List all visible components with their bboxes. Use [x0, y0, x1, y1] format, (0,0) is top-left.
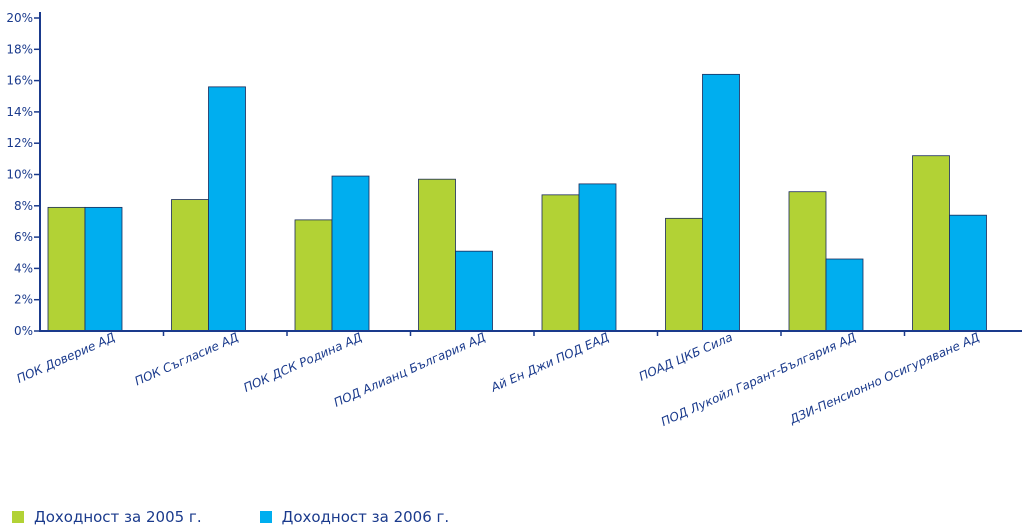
- y-tick-label: 4%: [14, 261, 33, 275]
- category-label: ПОД Лукойл Гарант-България АД: [659, 330, 858, 429]
- bars: [47, 73, 987, 336]
- bar-2006: [331, 175, 370, 332]
- legend-swatch-2006: [259, 511, 272, 523]
- bar-2005: [912, 155, 950, 332]
- bar-2006: [578, 183, 617, 332]
- bar-2005: [541, 194, 580, 332]
- y-tick-label: 0%: [14, 324, 33, 338]
- legend-swatch-2005: [12, 511, 24, 523]
- y-tick-label: 8%: [14, 199, 33, 213]
- category-label: ПОК Съгласие АД: [133, 330, 241, 388]
- bar-2006: [208, 86, 246, 332]
- category-label: ПОАД ЦКБ Сила: [637, 330, 735, 384]
- bar-2006: [702, 73, 740, 332]
- bar-2006: [949, 214, 987, 332]
- bar-2005: [294, 219, 333, 332]
- y-tick-label: 12%: [6, 136, 33, 150]
- bar-2005: [171, 199, 209, 332]
- legend-label-2005: Доходност за 2005 г.: [34, 508, 202, 526]
- bar-2006: [84, 206, 123, 332]
- y-tick-label: 10%: [6, 168, 33, 182]
- y-tick-label: 20%: [6, 11, 33, 25]
- y-tick-label: 16%: [6, 74, 33, 88]
- legend-item-2005: Доходност за 2005 г.: [12, 508, 202, 526]
- bar-2005: [47, 206, 86, 332]
- y-tick-label: 14%: [6, 105, 33, 119]
- bar-2006: [455, 250, 493, 332]
- category-labels: ПОК Доверие АД ПОК Съгласие АД ПОК ДСК Род…: [15, 330, 982, 429]
- bar-2006: [825, 258, 864, 332]
- y-tick-label: 6%: [14, 230, 33, 244]
- y-tick-label: 2%: [14, 293, 33, 307]
- legend-item-2006: Доходност за 2006 г.: [259, 508, 450, 526]
- legend-label-2006: Доходност за 2006 г.: [281, 508, 450, 526]
- category-label: ПОК Доверие АД: [15, 330, 118, 386]
- bar-2005: [665, 217, 703, 332]
- category-label: Ай Ен Джи ПОД ЕАД: [488, 330, 611, 395]
- category-label: ПОК ДСК Родина АД: [241, 330, 364, 395]
- bar-2005: [418, 178, 456, 332]
- y-tick-label: 18%: [6, 42, 33, 56]
- y-axis-ticks: 0% 2% 4% 6% 8% 10% 12% 14% 16% 18% 20%: [6, 11, 40, 338]
- bar-2005: [788, 191, 827, 332]
- legend: Доходност за 2005 г. Доходност за 2006 г…: [12, 508, 449, 526]
- category-label: ДЗИ-Пенсионно Осигуряване АД: [787, 330, 982, 427]
